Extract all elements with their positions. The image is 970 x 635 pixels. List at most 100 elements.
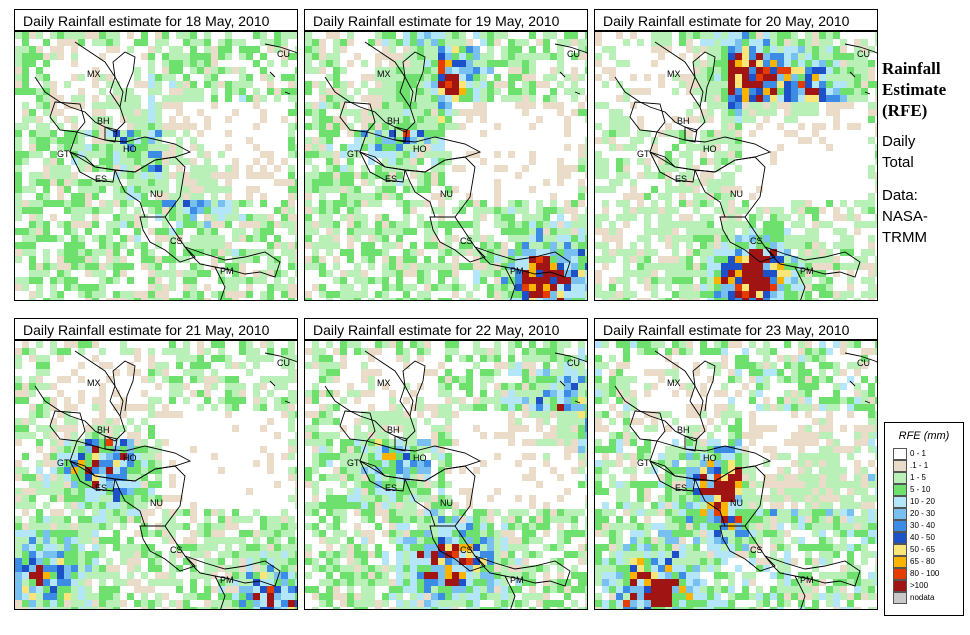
panel-title: Daily Rainfall estimate for 23 May, 2010 [594,318,878,340]
legend-label: >100 [910,581,929,590]
country-label: GT [637,458,650,468]
legend-item: nodata [885,592,963,604]
country-label: BH [97,425,110,435]
sidebar-total: Total [882,154,914,171]
legend-swatch [893,520,907,532]
country-label: NU [730,498,743,508]
country-label: CS [460,236,473,246]
legend-label: 0 - 1 [910,449,927,458]
country-label: ES [385,483,397,493]
country-label: PM [510,575,524,585]
legend-item: 80 - 100 [885,568,963,580]
country-label: CU [857,358,870,368]
legend-label: 65 - 80 [910,557,935,566]
rainfall-grid [15,32,297,300]
country-labels: MX BH GT HO ES NU CS PM CU [57,358,290,585]
panel-title: Daily Rainfall estimate for 20 May, 2010 [594,9,878,31]
country-label: GT [57,458,70,468]
country-label: CU [567,358,580,368]
country-label: MX [377,378,391,388]
country-label: MX [87,378,101,388]
legend-label: 50 - 65 [910,545,935,554]
sidebar-data-label: Data: [882,187,918,204]
legend-item: 40 - 50 [885,532,963,544]
country-label: MX [377,69,391,79]
legend-swatch [893,580,907,592]
country-labels: MX BH GT HO ES NU CS PM CU [637,358,870,585]
rainfall-grid [595,341,877,609]
country-outlines [34,350,297,609]
rainfall-map: MX BH GT HO ES NU CS PM CU [594,340,878,610]
panel-title: Daily Rainfall estimate for 22 May, 2010 [304,318,588,340]
rainfall-map: MX BH GT HO ES NU CS PM CU [304,31,588,301]
legend-label: 30 - 40 [910,521,935,530]
rainfall-grid [305,32,587,300]
country-label: PM [220,575,234,585]
legend-swatch [893,544,907,556]
legend-swatch [893,484,907,496]
legend-swatch [893,556,907,568]
country-outlines [324,350,587,609]
panel-title: Daily Rainfall estimate for 21 May, 2010 [14,318,298,340]
legend-item: 50 - 65 [885,544,963,556]
legend-label: 5 - 10 [910,485,931,494]
country-labels: MX BH GT HO ES NU CS PM CU [637,49,870,276]
map-panel-20-may: Daily Rainfall estimate for 20 May, 2010… [594,9,878,301]
legend-swatch [893,496,907,508]
country-label: NU [150,498,163,508]
country-outlines [614,41,877,300]
country-label: NU [440,189,453,199]
rainfall-grid [15,341,297,609]
country-label: BH [97,116,110,126]
sidebar-title-line2: Estimate [882,80,947,99]
map-panel-23-may: Daily Rainfall estimate for 23 May, 2010… [594,318,878,610]
legend-label: 80 - 100 [910,569,940,578]
legend-item: 10 - 20 [885,496,963,508]
rainfall-grid [595,32,877,300]
country-label: ES [95,174,107,184]
rainfall-map: MX BH GT HO ES NU CS PM CU [304,340,588,610]
legend-item: 30 - 40 [885,520,963,532]
panel-title: Daily Rainfall estimate for 18 May, 2010 [14,9,298,31]
legend-label: 1 - 5 [910,473,927,482]
country-label: HO [703,453,717,463]
country-label: BH [677,116,690,126]
legend-swatch [893,568,907,580]
legend-item: .1 - 1 [885,460,963,472]
legend-item: 0 - 1 [885,448,963,460]
country-label: CU [567,49,580,59]
country-label: MX [667,69,681,79]
country-label: PM [800,575,814,585]
country-label: CU [277,358,290,368]
country-label: BH [387,425,400,435]
rainfall-map: MX BH GT HO ES NU CS PM CU [14,31,298,301]
legend-swatch [893,448,907,460]
country-label: PM [220,266,234,276]
legend-title: RFE (mm) [898,430,950,442]
country-label: NU [730,189,743,199]
country-label: CS [750,236,763,246]
country-label: CS [170,545,183,555]
legend-swatch [893,460,907,472]
panel-title: Daily Rainfall estimate for 19 May, 2010 [304,9,588,31]
sidebar-title-line3: (RFE) [882,101,928,120]
country-label: MX [667,378,681,388]
legend-label: 10 - 20 [910,497,935,506]
legend-swatch [893,592,907,604]
country-label: PM [510,266,524,276]
legend-item: 1 - 5 [885,472,963,484]
map-panel-22-may: Daily Rainfall estimate for 22 May, 2010… [304,318,588,610]
country-label: GT [57,149,70,159]
country-labels: MX BH GT HO ES NU CS PM CU [57,49,290,276]
country-label: CS [170,236,183,246]
country-label: HO [123,453,137,463]
rainfall-map: MX BH GT HO ES NU CS PM CU [594,31,878,301]
legend-item: >100 [885,580,963,592]
country-label: CU [857,49,870,59]
country-outlines [614,350,877,609]
country-labels: MX BH GT HO ES NU CS PM CU [347,358,580,585]
country-label: GT [347,149,360,159]
country-labels: MX BH GT HO ES NU CS PM CU [347,49,580,276]
country-label: BH [677,425,690,435]
legend-label: .1 - 1 [910,461,929,470]
